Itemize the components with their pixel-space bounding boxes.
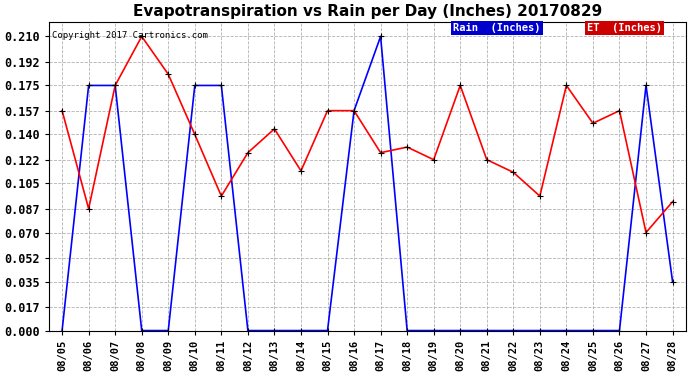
Text: ET  (Inches): ET (Inches) xyxy=(587,23,662,33)
Text: Copyright 2017 Cartronics.com: Copyright 2017 Cartronics.com xyxy=(52,31,208,40)
Title: Evapotranspiration vs Rain per Day (Inches) 20170829: Evapotranspiration vs Rain per Day (Inch… xyxy=(132,4,602,19)
Text: Rain  (Inches): Rain (Inches) xyxy=(453,23,541,33)
